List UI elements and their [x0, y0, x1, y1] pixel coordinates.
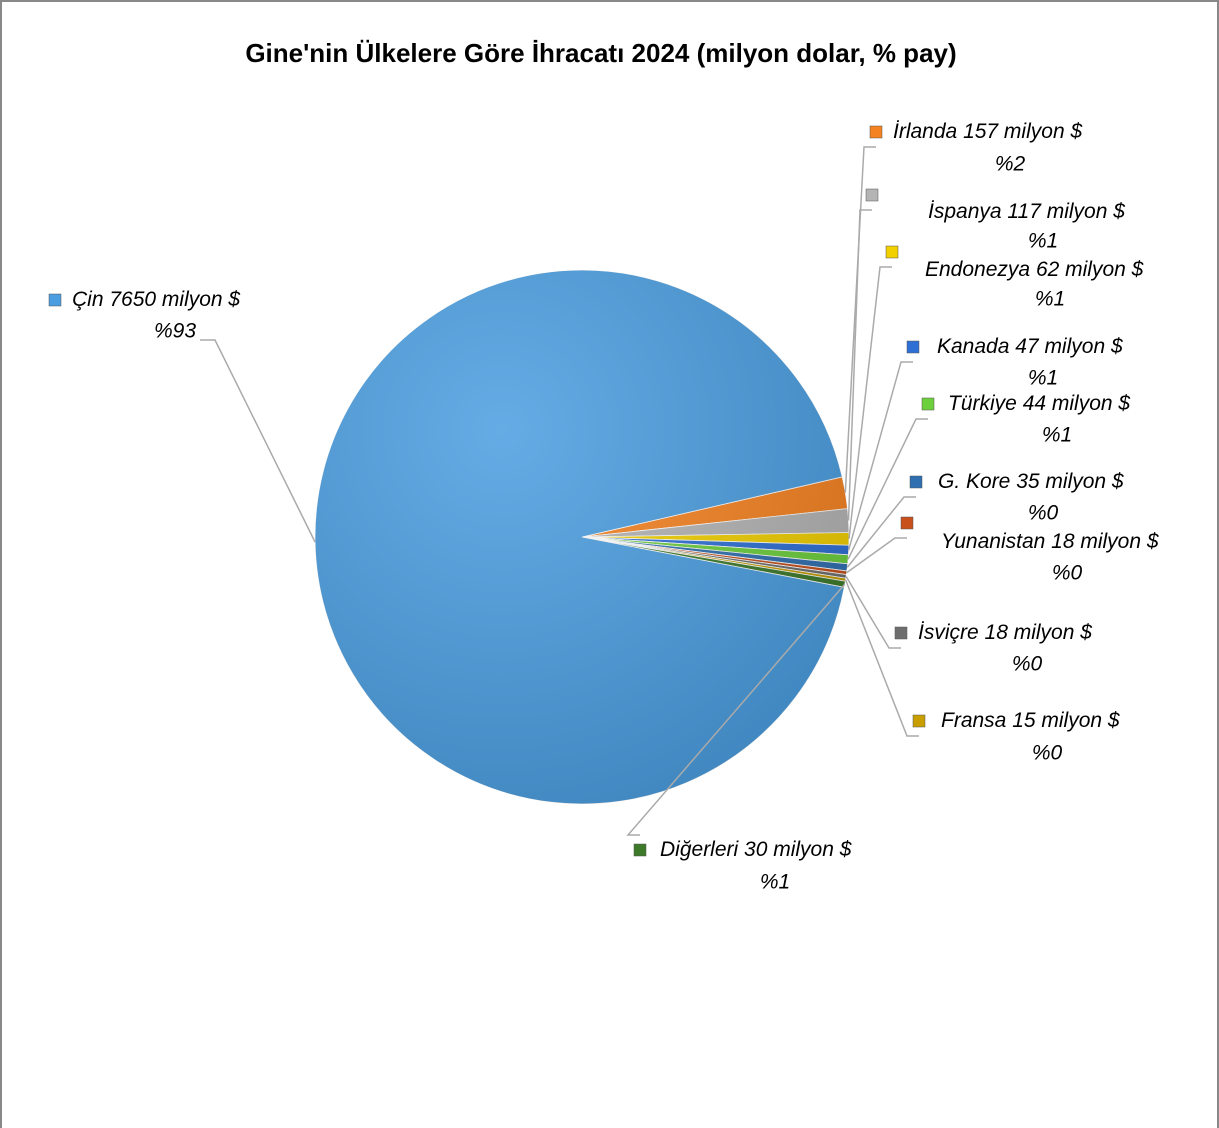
legend-swatch	[48, 293, 62, 307]
data-label: Türkiye 44 milyon $	[948, 392, 1130, 415]
share-label: %1	[1042, 424, 1072, 447]
data-label: G. Kore 35 milyon $	[938, 470, 1124, 493]
legend-swatch	[912, 714, 926, 728]
leader-line	[846, 496, 916, 568]
share-label: %1	[1028, 230, 1058, 253]
value-label: 157 milyon $	[963, 120, 1082, 143]
value-label: 47 milyon $	[1015, 335, 1123, 358]
value-label: 117 milyon $	[1007, 200, 1125, 223]
data-label: İrlanda 157 milyon $	[893, 120, 1082, 143]
category-name: Çin	[72, 288, 104, 311]
share-label: %2	[995, 153, 1026, 176]
leader-line	[846, 537, 907, 574]
leader-line	[848, 266, 892, 539]
value-label: 15 milyon $	[1012, 709, 1120, 732]
category-name: İspanya	[928, 200, 1002, 223]
category-name: Endonezya	[925, 258, 1030, 281]
category-name: Kanada	[937, 335, 1009, 358]
category-name: Diğerleri	[660, 838, 740, 861]
legend-swatch	[906, 340, 920, 354]
category-name: İsviçre	[918, 621, 979, 644]
leader-line	[844, 579, 919, 737]
legend-swatch	[885, 245, 899, 259]
leader-line	[626, 583, 846, 836]
value-label: 7650 milyon $	[109, 288, 240, 311]
value-label: 30 milyon $	[744, 838, 852, 861]
data-label: İspanya 117 milyon $	[928, 200, 1125, 223]
share-label: %93	[154, 320, 196, 343]
leader-line	[844, 146, 876, 493]
legend-swatch	[633, 843, 647, 857]
leader-line	[847, 361, 913, 551]
chart-title: Gine'nin Ülkelere Göre İhracatı 2024 (mi…	[245, 38, 956, 68]
legend-swatch	[909, 475, 923, 489]
leader-line	[847, 418, 928, 560]
share-label: %1	[1035, 288, 1065, 311]
category-name: Fransa	[941, 709, 1006, 732]
category-name: Türkiye	[948, 392, 1017, 415]
share-label: %1	[1028, 367, 1058, 390]
leader-line	[200, 339, 316, 543]
category-name: İrlanda	[893, 120, 957, 143]
data-label: Çin 7650 milyon $	[72, 288, 240, 311]
value-label: 44 milyon $	[1023, 392, 1131, 415]
legend-swatch	[900, 516, 914, 530]
data-label: Yunanistan 18 milyon $	[941, 530, 1159, 553]
data-label: Endonezya 62 milyon $	[925, 258, 1144, 281]
data-label: İsviçre 18 milyon $	[918, 621, 1092, 644]
legend-swatch	[869, 125, 883, 139]
share-label: %1	[760, 871, 790, 894]
value-label: 18 milyon $	[1051, 530, 1159, 553]
legend-swatch	[865, 188, 879, 202]
share-label: %0	[1012, 653, 1043, 676]
category-name: Yunanistan	[941, 530, 1045, 553]
data-label: Diğerleri 30 milyon $	[660, 838, 852, 861]
value-label: 18 milyon $	[985, 621, 1093, 644]
share-label: %0	[1052, 562, 1083, 585]
leader-line	[847, 209, 872, 521]
legend-swatch	[921, 397, 935, 411]
leader-line	[845, 576, 901, 649]
category-name: G. Kore	[938, 470, 1010, 493]
share-label: %0	[1028, 502, 1059, 525]
value-label: 62 milyon $	[1036, 258, 1144, 281]
share-label: %0	[1032, 742, 1063, 765]
legend-swatch	[894, 626, 908, 640]
value-label: 35 milyon $	[1016, 470, 1124, 493]
data-label: Kanada 47 milyon $	[937, 335, 1123, 358]
data-label: Fransa 15 milyon $	[941, 709, 1120, 732]
